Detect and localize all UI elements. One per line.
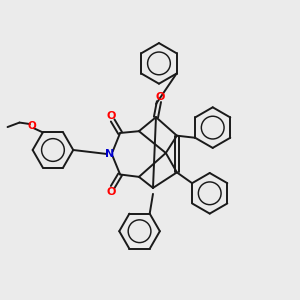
Text: O: O [155,92,164,102]
Text: O: O [106,187,116,197]
Text: N: N [105,149,114,159]
Text: O: O [27,121,36,131]
Text: O: O [106,111,116,121]
